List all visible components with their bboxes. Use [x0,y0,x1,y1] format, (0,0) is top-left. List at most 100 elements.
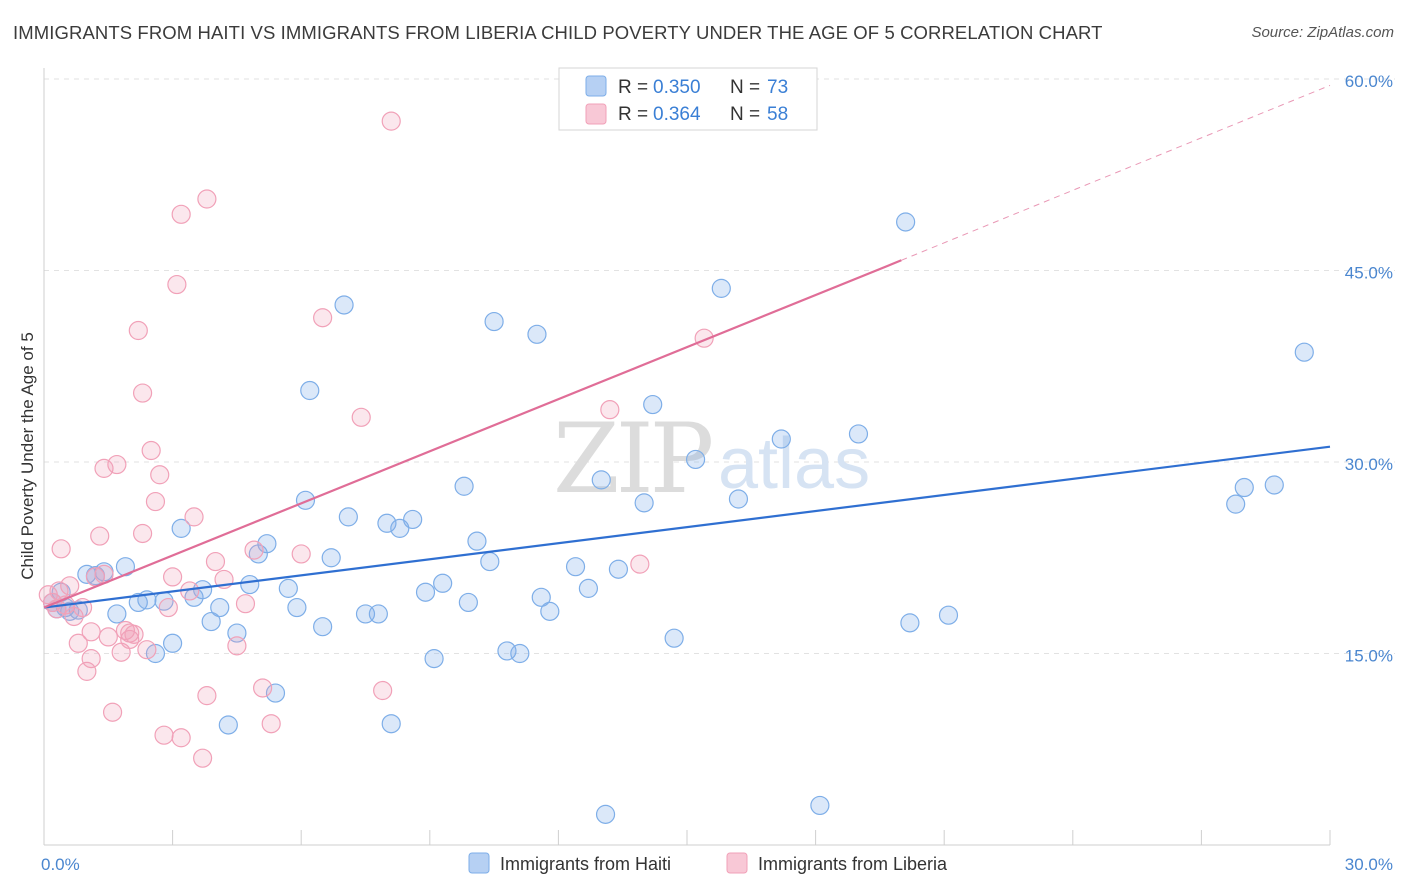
gridlines [44,78,1395,654]
haiti-point-20 [210,597,230,618]
liberia-point-34 [163,567,183,587]
legend-n-value-haiti: 73 [767,77,788,98]
haiti-point-70 [938,605,959,625]
haiti-point-26 [265,683,286,703]
liberia-point-52 [351,407,371,427]
y-axis-label: Child Poverty Under the Age of 5 [18,332,37,580]
bottom-legend-swatch-haiti [468,852,490,874]
liberia-point-16 [94,458,114,478]
haiti-point-58 [608,559,629,579]
liberia-point-35 [167,274,187,295]
liberia-point-37 [171,204,191,224]
legend-n-label-haiti: N = [730,77,760,98]
haiti-point-64 [728,489,749,509]
haiti-point-47 [480,551,500,572]
haiti-point-30 [300,380,320,401]
liberia-point-47 [244,540,264,560]
y-tick-label-1: 30.0% [1345,455,1393,474]
haiti-point-40 [403,509,423,530]
haiti-point-29 [295,490,316,510]
haiti-point-42 [424,649,444,669]
haiti-point-38 [381,714,401,734]
haiti-point-67 [848,424,869,444]
liberia-point-46 [235,594,256,614]
haiti-point-33 [334,295,354,315]
haiti-point-53 [540,601,560,621]
haiti-point-48 [484,311,504,332]
haiti-point-69 [900,613,920,633]
liberia-point-19 [107,454,127,475]
haiti-point-34 [338,507,358,527]
haiti-point-36 [368,604,388,624]
x-tick-label-1: 30.0% [1345,855,1393,874]
source-label: Source: ZipAtlas.com [1251,24,1394,41]
liberia-point-51 [313,308,333,328]
haiti-point-61 [664,628,684,648]
liberia-point-12 [81,649,101,669]
haiti-point-57 [595,804,616,824]
haiti-point-71 [1226,494,1246,514]
liberia-trend-line [43,259,902,609]
haiti-point-72 [1234,477,1254,498]
liberia-point-55 [600,400,620,420]
legend-r-value-haiti: 0.350 [653,77,701,98]
haiti-point-23 [240,574,260,595]
haiti-point-15 [163,633,183,653]
y-tick-label-3: 60.0% [1345,72,1393,91]
haiti-point-43 [433,573,453,593]
haiti-point-63 [711,278,731,298]
haiti-point-56 [591,470,611,490]
haiti-point-21 [218,715,238,735]
liberia-point-49 [261,714,281,734]
haiti-point-41 [415,582,436,602]
y-tick-label-2: 45.0% [1345,264,1393,283]
liberia-point-24 [124,624,144,644]
haiti-point-51 [527,324,547,344]
haiti-point-45 [458,592,478,613]
liberia-point-25 [128,320,148,341]
legend-r-value-liberia: 0.364 [653,104,701,125]
liberia-point-6 [60,576,80,596]
bottom-legend: Immigrants from Haiti Immigrants from Li… [468,852,948,874]
haiti-point-68 [896,212,916,232]
legend-swatch-liberia [585,103,607,125]
liberia-point-36 [171,728,191,748]
liberia-point-18 [102,702,123,722]
liberia-point-4 [51,539,71,559]
liberia-point-48 [253,678,273,698]
liberia-point-43 [205,551,226,572]
haiti-point-59 [634,493,654,513]
watermark-atlas: atlas [718,424,870,504]
haiti-point-73 [1264,475,1284,495]
haiti-point-27 [278,578,298,598]
haiti-point-62 [685,449,706,470]
liberia-point-17 [98,627,118,647]
haiti-point-46 [467,531,487,551]
liberia-point-33 [158,597,178,618]
bottom-legend-label-liberia: Immigrants from Liberia [758,854,948,874]
liberia-point-41 [197,686,217,706]
legend-swatch-haiti [585,75,607,97]
liberia-point-28 [137,640,157,660]
liberia-point-54 [381,111,401,131]
liberia-point-39 [184,507,204,527]
liberia-trend-extension [901,84,1331,261]
haiti-point-16 [171,518,191,538]
haiti-point-19 [201,611,221,632]
liberia-point-8 [68,633,88,653]
tick-labels: 15.0% 30.0% 45.0% 60.0% 0.0% 30.0% [41,72,1393,874]
legend-n-label-liberia: N = [730,104,760,125]
haiti-point-52 [531,587,551,607]
haiti-point-31 [313,617,333,637]
liberia-point-57 [630,554,650,574]
haiti-point-9 [107,604,127,624]
liberia-point-27 [132,383,153,403]
haiti-point-32 [321,548,341,568]
legend: R = 0.350 N = 73 R = 0.364 N = 58 [558,67,818,131]
haiti-point-55 [578,578,599,598]
haiti-point-74 [1294,342,1314,362]
haiti-point-66 [810,795,830,816]
liberia-point-3 [49,581,69,601]
legend-r-label-liberia: R = [618,104,648,125]
liberia-point-32 [154,725,174,745]
